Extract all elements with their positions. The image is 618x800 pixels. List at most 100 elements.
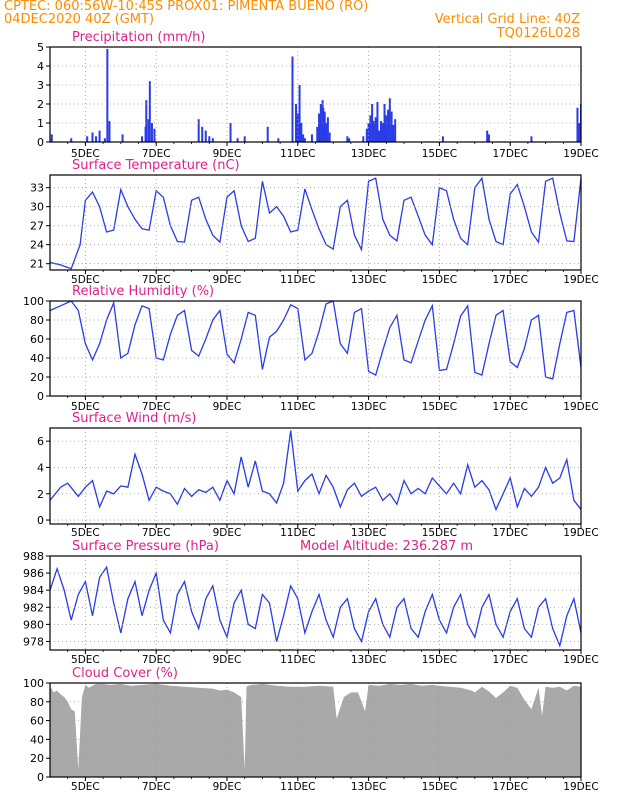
precip-bar bbox=[383, 104, 386, 142]
wind-title: Surface Wind (m/s) bbox=[72, 411, 196, 426]
temp-data bbox=[50, 176, 581, 270]
cloud-xtick-label: 11DEC bbox=[280, 781, 315, 793]
precip-bar bbox=[325, 123, 328, 142]
pres-xtick-label: 15DEC bbox=[422, 654, 457, 666]
precip-title: Precipitation (mm/h) bbox=[72, 30, 205, 45]
rh-ytick-label: 20 bbox=[30, 371, 44, 384]
precip-bar bbox=[266, 126, 269, 142]
precip-bar bbox=[372, 121, 375, 142]
precip-bar bbox=[328, 132, 331, 142]
precip-bar bbox=[70, 138, 73, 142]
pres-data bbox=[50, 565, 581, 648]
temp-ytick-label: 27 bbox=[30, 220, 44, 233]
cloud-xtick-label: 15DEC bbox=[422, 781, 457, 793]
cloud-xtick-label: 19DEC bbox=[563, 781, 598, 793]
wind-ytick-label: 4 bbox=[37, 461, 44, 474]
precip-bar bbox=[348, 138, 351, 142]
pres-panel: Surface Pressure (hPa) Model Altitude: 23… bbox=[23, 539, 599, 666]
pres-ytick-label: 982 bbox=[23, 601, 44, 614]
wind-data bbox=[50, 430, 581, 512]
precip-ytick-label: 2 bbox=[37, 98, 44, 111]
pres-xtick-label: 11DEC bbox=[280, 654, 315, 666]
header-model-code: TQ0126L028 bbox=[496, 26, 580, 41]
precip-xtick-label: 17DEC bbox=[492, 148, 527, 160]
rh-xtick-label: 17DEC bbox=[492, 401, 527, 413]
precip-xtick-label: 15DEC bbox=[422, 148, 457, 160]
precip-bar bbox=[303, 138, 306, 142]
precip-bar bbox=[50, 134, 53, 142]
precip-bar bbox=[229, 123, 232, 142]
wind-xtick-label: 19DEC bbox=[563, 527, 598, 539]
rh-xtick-label: 7DEC bbox=[142, 401, 171, 413]
cloud-ytick-label: 100 bbox=[23, 677, 44, 690]
precip-xtick-label: 9DEC bbox=[213, 148, 242, 160]
precip-bar bbox=[98, 130, 101, 142]
precip-ytick-label: 5 bbox=[37, 41, 44, 54]
precip-ytick-label: 0 bbox=[37, 136, 44, 149]
precip-xtick-label: 11DEC bbox=[280, 148, 315, 160]
precip-bar bbox=[390, 111, 393, 142]
rh-panel: Relative Humidity (%) 0 20 40 60 80 100 5DEC 7DE… bbox=[23, 284, 599, 413]
temp-ytick-label: 24 bbox=[30, 239, 44, 252]
temp-line bbox=[50, 176, 581, 270]
cloud-title: Cloud Cover (%) bbox=[72, 666, 178, 681]
cloud-ytick-label: 40 bbox=[30, 733, 44, 746]
header-location: CPTEC: 060:56W-10:45S PROX01: PIMENTA BU… bbox=[4, 0, 369, 14]
precip-frame bbox=[49, 46, 582, 143]
precip-bar bbox=[318, 113, 321, 142]
precip-bar bbox=[141, 136, 144, 142]
wind-xtick-label: 9DEC bbox=[213, 527, 242, 539]
precip-bar bbox=[208, 136, 211, 142]
temp-panel: Surface Temperature (nC) 21 24 27 30 33 5DEC 7D… bbox=[30, 158, 599, 286]
cloud-cover-area bbox=[50, 683, 581, 777]
precip-bar bbox=[211, 138, 214, 142]
precip-bar bbox=[145, 100, 148, 142]
temp-xtick-label: 17DEC bbox=[492, 274, 527, 286]
pres-ytick-label: 988 bbox=[23, 550, 44, 563]
precip-bar bbox=[295, 104, 298, 142]
rh-ytick-label: 60 bbox=[30, 333, 44, 346]
precip-bar bbox=[302, 134, 305, 142]
precip-bar bbox=[316, 126, 319, 142]
precip-ytick-label: 4 bbox=[37, 60, 44, 73]
precip-bar bbox=[319, 104, 322, 142]
wind-ytick-label: 2 bbox=[37, 488, 44, 501]
wind-xtick-label: 5DEC bbox=[71, 527, 100, 539]
precip-bar bbox=[486, 130, 489, 142]
pres-title: Surface Pressure (hPa) bbox=[72, 539, 219, 554]
temp-frame bbox=[49, 174, 582, 271]
wind-xtick-label: 17DEC bbox=[492, 527, 527, 539]
rh-ytick-label: 0 bbox=[37, 390, 44, 403]
precip-bar bbox=[204, 130, 207, 142]
precip-ytick-label: 3 bbox=[37, 79, 44, 92]
pres-ytick-label: 984 bbox=[23, 584, 44, 597]
precip-bar bbox=[103, 138, 106, 142]
temp-xtick-label: 11DEC bbox=[280, 274, 315, 286]
temp-xtick-label: 15DEC bbox=[422, 274, 457, 286]
precip-bar bbox=[487, 134, 490, 142]
precip-bar bbox=[374, 117, 377, 142]
precip-bar bbox=[379, 121, 382, 142]
header-datetime: 04DEC2020 40Z (GMT) bbox=[4, 12, 155, 27]
precip-bar bbox=[441, 136, 444, 142]
precip-bar bbox=[326, 117, 329, 142]
temp-xtick-label: 9DEC bbox=[213, 274, 242, 286]
cloud-ytick-label: 0 bbox=[37, 771, 44, 784]
temp-ytick-label: 33 bbox=[30, 182, 44, 195]
wind-line bbox=[50, 430, 581, 512]
precip-bar bbox=[148, 81, 151, 142]
precip-bar bbox=[387, 109, 390, 142]
precip-bar bbox=[394, 119, 397, 142]
wind-frame bbox=[49, 427, 582, 525]
wind-panel: Surface Wind (m/s) 0 2 4 6 5DEC 7DEC 9DEC 11DEC 1… bbox=[37, 411, 599, 539]
precip-ytick-label: 1 bbox=[37, 117, 44, 130]
wind-xtick-label: 13DEC bbox=[351, 527, 386, 539]
header-grid-note: Vertical Grid Line: 40Z bbox=[434, 12, 580, 27]
wind-ytick-label: 6 bbox=[37, 435, 44, 448]
cloud-xtick-label: 9DEC bbox=[213, 781, 242, 793]
wind-xtick-label: 7DEC bbox=[142, 527, 171, 539]
precip-bar bbox=[578, 123, 581, 142]
precip-bar bbox=[108, 121, 111, 142]
precip-bar bbox=[310, 134, 313, 142]
